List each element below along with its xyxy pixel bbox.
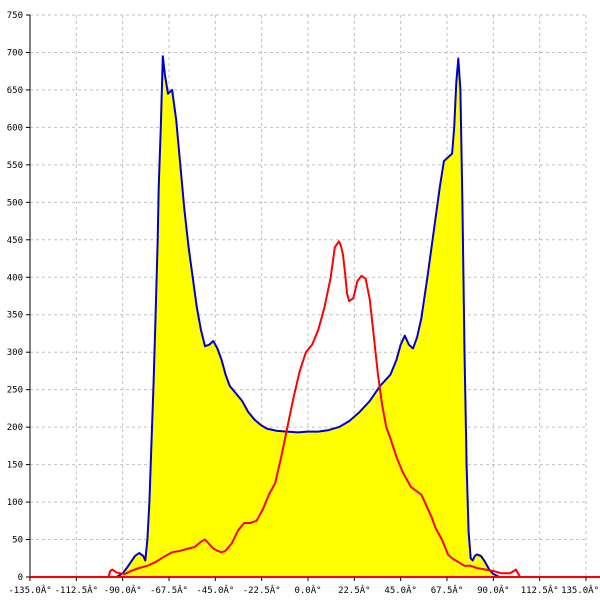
y-tick-label: 150	[7, 461, 23, 471]
y-tick-label: 500	[7, 198, 23, 208]
y-tick-label: 400	[7, 273, 23, 283]
axes	[26, 14, 600, 581]
y-tick-label: 600	[7, 123, 23, 133]
y-tick-label: 550	[7, 161, 23, 171]
y-tick-label: 100	[7, 498, 23, 508]
x-tick-label: -135.0Â°	[8, 584, 51, 596]
y-tick-label: 350	[7, 311, 23, 321]
y-tick-label: 700	[7, 48, 23, 58]
series-line-1	[115, 55, 518, 578]
series-areas	[116, 56, 518, 577]
y-tick-label: 0	[18, 573, 23, 583]
y-tick-label: 200	[7, 423, 23, 433]
series-area-1	[116, 56, 518, 577]
x-tick-label: 45.0Â°	[384, 584, 417, 596]
x-tick-label: 112.5Â°	[521, 584, 559, 596]
y-tick-label: 450	[7, 236, 23, 246]
y-tick-label: 750	[7, 11, 23, 21]
y-tick-label: 300	[7, 348, 23, 358]
x-tick-label: -90.0Â°	[104, 584, 142, 596]
x-tick-label: 90.0Â°	[477, 584, 510, 596]
x-tick-label: 135.0Â°	[561, 584, 599, 596]
x-tick-label: -22.5Â°	[243, 584, 281, 596]
x-tick-label: 22.5Â°	[338, 584, 371, 596]
y-tick-labels: 0 50 100 150 200 250 300 350 400 450 500 550 600 650 7…	[7, 11, 23, 583]
x-tick-label: -112.5Â°	[55, 584, 98, 596]
y-tick-label: 250	[7, 386, 23, 396]
x-tick-label: -45.0Â°	[196, 584, 234, 596]
x-tick-label: 0.0Â°	[294, 584, 321, 596]
series-lines	[107, 55, 521, 578]
x-tick-label: 67.5Â°	[431, 584, 464, 596]
y-tick-label: 50	[12, 536, 23, 546]
x-tick-label: -67.5Â°	[150, 584, 188, 596]
x-tick-labels: -135.0Â° -112.5Â° -90.0Â° -67.5Â° -45.0Â° -22…	[8, 584, 599, 596]
series-line-2	[107, 240, 521, 578]
y-tick-label: 650	[7, 86, 23, 96]
